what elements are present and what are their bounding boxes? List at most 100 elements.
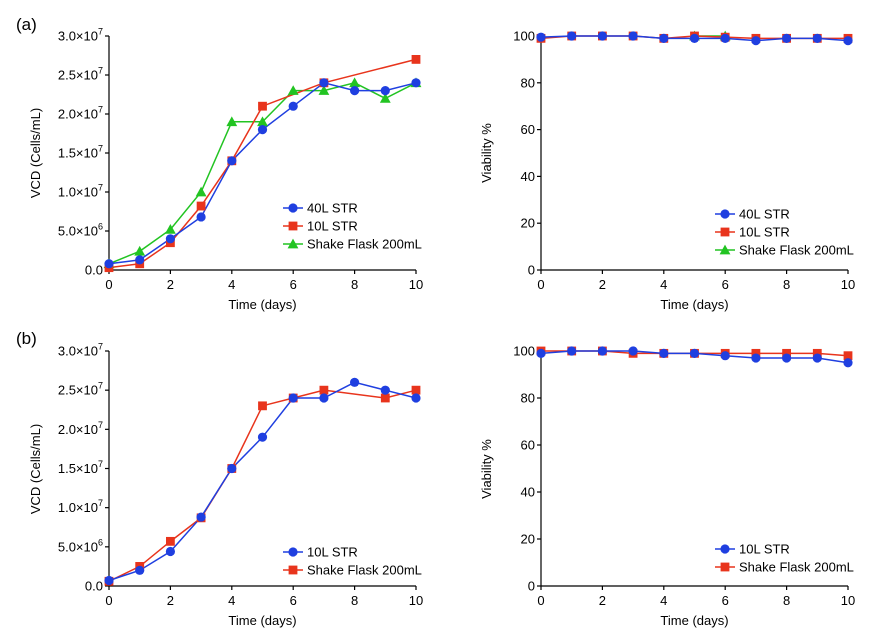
chart-1-legend-marker-40l-str: [288, 203, 298, 213]
chart-4-point-10l-str: [812, 353, 822, 363]
chart-2-legend-marker-shake-flask-200ml: [719, 244, 731, 255]
chart-3-point-10l-str: [380, 385, 390, 395]
chart-2-point-40l-str: [628, 31, 638, 41]
chart-3-point-shake-flask-200ml: [380, 393, 390, 403]
chart-4-point-10l-str: [782, 353, 792, 363]
chart-3-y-tick-label: 5.0×106: [58, 537, 103, 554]
chart-3-legend-label-shake-flask-200ml: Shake Flask 200mL: [307, 563, 422, 578]
chart-2-x-tick-label: 8: [783, 277, 790, 292]
chart-3-x-tick-label: 10: [409, 593, 423, 608]
chart-1-x-tick-label: 6: [290, 277, 297, 292]
chart-1-y-tick-label: 1.0×107: [58, 183, 103, 200]
chart-3-y-axis-title: VCD (Cells/mL): [28, 424, 43, 514]
chart-4-point-shake-flask-200ml: [843, 351, 853, 361]
chart-1-legend-label-shake-flask-200ml: Shake Flask 200mL: [307, 237, 422, 252]
chart-4-point-shake-flask-200ml: [782, 348, 791, 358]
chart-1-point-40l-str: [411, 78, 421, 88]
chart-1-point-shake-flask-200ml: [165, 224, 176, 234]
chart-4-x-tick-label: 6: [722, 593, 729, 608]
chart-4-point-10l-str: [843, 358, 853, 368]
chart-3-point-10l-str: [350, 377, 360, 387]
chart-1-y-tick-label: 5.0×106: [58, 222, 103, 239]
chart-4-point-10l-str: [720, 351, 730, 361]
chart-2-legend-label-shake-flask-200ml: Shake Flask 200mL: [739, 243, 854, 258]
chart-3-y-tick-label: 3.0×107: [58, 342, 103, 359]
chart-1-point-shake-flask-200ml: [134, 245, 146, 256]
chart-4-point-10l-str: [567, 346, 577, 356]
chart-1-x-tick-label: 10: [409, 277, 423, 292]
chart-2-point-40l-str: [751, 36, 761, 46]
chart-4-y-tick-label: 60: [521, 438, 535, 453]
chart-1-y-tick-label: 3.0×107: [58, 27, 103, 44]
chart-3-x-tick-label: 0: [105, 593, 112, 608]
chart-3-legend-marker-shake-flask-200ml: [288, 565, 298, 575]
chart-3-point-10l-str: [288, 393, 298, 403]
chart-4-point-10l-str: [751, 353, 761, 363]
chart-2-y-tick-label: 60: [521, 122, 535, 137]
chart-1-point-40l-str: [165, 234, 175, 244]
chart-3-x-tick-label: 8: [351, 593, 358, 608]
chart-3-x-tick-label: 4: [228, 593, 235, 608]
chart-1-point-40l-str: [380, 86, 390, 96]
chart-2-point-40l-str: [597, 31, 608, 41]
chart-3-x-axis-title: Time (days): [228, 613, 296, 628]
chart-2-legend-label-40l-str: 40L STR: [739, 207, 790, 222]
chart-4-point-10l-str: [628, 346, 638, 356]
chart-4-x-tick-label: 2: [599, 593, 606, 608]
chart-1-point-40l-str: [288, 101, 298, 111]
chart-3-y-tick-label: 0.0: [85, 579, 103, 594]
chart-2-point-40l-str: [567, 31, 577, 41]
chart-1-point-10l-str: [196, 201, 206, 211]
chart-2-point-40l-str: [843, 36, 853, 46]
chart-2-x-tick-label: 2: [599, 277, 606, 292]
chart-b-vcd: 0 2 4 6 8 10 0.0 5.0×106 1.0×107 1.5×107 2.0×107 2.…: [28, 342, 423, 629]
chart-4-point-10l-str: [689, 348, 700, 358]
chart-1-point-shake-flask-200ml: [226, 116, 238, 127]
chart-3-point-10l-str: [196, 512, 206, 522]
chart-4-point-shake-flask-200ml: [812, 348, 822, 358]
chart-2-point-40l-str: [782, 33, 792, 43]
chart-2-x-tick-label: 10: [841, 277, 855, 292]
chart-1-point-40l-str: [257, 125, 268, 135]
chart-4-y-tick-label: 40: [521, 485, 535, 500]
chart-1-point-shake-flask-200ml: [195, 186, 207, 197]
chart-2-y-axis-title: Viability %: [479, 123, 494, 183]
chart-3-point-shake-flask-200ml: [319, 385, 329, 395]
chart-4-legend-label-shake-flask-200ml: Shake Flask 200mL: [739, 560, 854, 575]
chart-1-x-tick-label: 4: [228, 277, 235, 292]
chart-3-point-10l-str: [227, 463, 237, 474]
chart-1-point-shake-flask-200ml: [287, 85, 299, 95]
chart-1-line-10l-str: [108, 58, 417, 269]
chart-3-point-shake-flask-200ml: [166, 536, 175, 546]
chart-1-x-tick-label: 8: [351, 277, 358, 292]
chart-3-point-shake-flask-200ml: [258, 401, 267, 411]
chart-3-legend-label-10l-str: 10L STR: [307, 545, 358, 560]
chart-2-y-tick-label: 0: [528, 263, 535, 278]
chart-1-y-tick-label: 2.5×107: [58, 66, 103, 83]
chart-4-y-axis-title: Viability %: [479, 439, 494, 499]
chart-4-point-10l-str: [659, 348, 669, 358]
chart-4-y-tick-label: 0: [528, 579, 535, 594]
chart-1-point-40l-str: [227, 156, 237, 166]
chart-1-legend-label-10l-str: 10L STR: [307, 219, 358, 234]
chart-4-point-10l-str: [597, 346, 608, 356]
panel-label-b: (b): [16, 329, 37, 348]
chart-1-point-shake-flask-200ml: [318, 85, 330, 95]
chart-4-point-10l-str: [536, 348, 546, 358]
chart-3-point-10l-str: [411, 393, 421, 403]
chart-4-y-tick-label: 20: [521, 532, 535, 547]
chart-4-x-tick-label: 10: [841, 593, 855, 608]
chart-4-y-tick-label: 100: [513, 344, 535, 359]
chart-1-point-40l-str: [135, 255, 145, 265]
chart-3-line-10l-str: [108, 381, 417, 582]
chart-3-line-shake-flask-200ml: [108, 389, 417, 582]
chart-2-point-40l-str: [689, 33, 700, 43]
chart-2-legend-marker-10l-str: [720, 227, 730, 237]
chart-1-point-40l-str: [350, 86, 360, 96]
chart-1-point-shake-flask-200ml: [257, 116, 268, 127]
chart-3-point-shake-flask-200ml: [411, 385, 421, 395]
chart-3-x-tick-label: 2: [167, 593, 174, 608]
chart-2-point-40l-str: [720, 33, 730, 43]
